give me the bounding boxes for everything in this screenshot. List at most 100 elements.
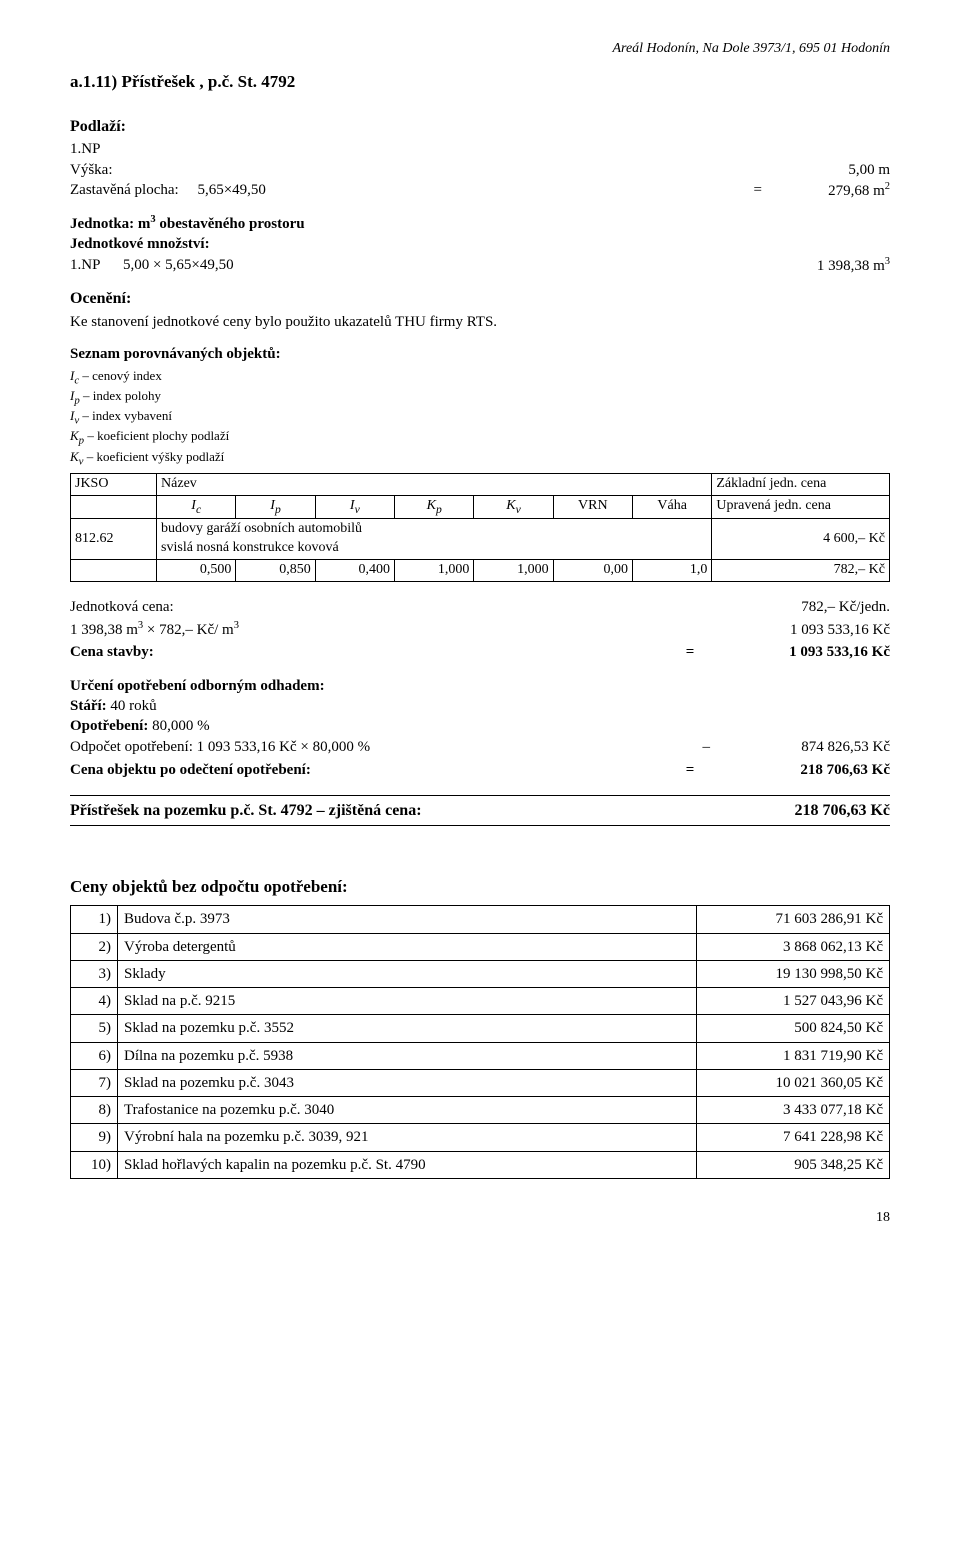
legend-item: Iv – index vybavení [70, 408, 890, 428]
jednotka-line: Jednotka: m3 obestavěného prostoru [70, 213, 890, 234]
legend-block: Ic – cenový indexIp – index polohyIv – i… [70, 368, 890, 469]
th-kp: Kp [395, 495, 474, 519]
formula-rhs: 1 093 533,16 Kč [710, 618, 890, 641]
table-row: 6)Dílna na pozemku p.č. 59381 831 719,90… [71, 1042, 890, 1069]
summary-title: Ceny objektů bez odpočtu opotřebení: [70, 876, 890, 899]
row-amount: 905 348,25 Kč [697, 1151, 890, 1178]
row-name: Trafostanice na pozemku p.č. 3040 [118, 1097, 697, 1124]
row2-iv: 0,400 [315, 559, 394, 581]
summary-table: 1)Budova č.p. 397371 603 286,91 Kč2)Výro… [70, 905, 890, 1179]
page-number: 18 [70, 1209, 890, 1228]
row-amount: 3 868 062,13 Kč [697, 933, 890, 960]
zastavena-value: 279,68 m2 [780, 180, 890, 201]
table-row: 5)Sklad na pozemku p.č. 3552500 824,50 K… [71, 1015, 890, 1042]
opotrebeni-row: Opotřebení: 80,000 % [70, 716, 890, 736]
row1-jkso: 812.62 [71, 519, 157, 560]
row-name: Sklady [118, 960, 697, 987]
table-row: 4)Sklad na p.č. 92151 527 043,96 Kč [71, 988, 890, 1015]
legend-item: Ip – index polohy [70, 388, 890, 408]
th-vaha: Váha [633, 495, 712, 519]
calculation-block: Jednotková cena: 782,– Kč/jedn. 1 398,38… [70, 596, 890, 664]
row2-kv: 1,000 [474, 559, 553, 581]
podlazi-np: 1.NP [70, 139, 890, 159]
cs-label: Cena stavby: [70, 641, 670, 663]
jc-label: Jednotková cena: [70, 596, 670, 618]
cs-value: 1 093 533,16 Kč [710, 641, 890, 663]
row-name: Dílna na pozemku p.č. 5938 [118, 1042, 697, 1069]
row-amount: 3 433 077,18 Kč [697, 1097, 890, 1124]
th-ip: Ip [236, 495, 315, 519]
row2-kp: 1,000 [395, 559, 474, 581]
table-row: 7)Sklad na pozemku p.č. 304310 021 360,0… [71, 1069, 890, 1096]
row1-base: 4 600,– Kč [712, 519, 890, 560]
table-row: 10)Sklad hořlavých kapalin na pozemku p.… [71, 1151, 890, 1178]
row-name: Sklad na pozemku p.č. 3043 [118, 1069, 697, 1096]
row-amount: 1 527 043,96 Kč [697, 988, 890, 1015]
depreciation-block: Odpočet opotřebení: 1 093 533,16 Kč × 80… [70, 736, 890, 781]
row1-name: budovy garáží osobních automobilů svislá… [157, 519, 712, 560]
mnozstvi-row: 1.NP 5,00 × 5,65×49,50 1 398,38 m3 [70, 255, 890, 276]
zastavena-label: Zastavěná plocha: 5,65×49,50 [70, 180, 266, 201]
row-amount: 1 831 719,90 Kč [697, 1042, 890, 1069]
row-num: 3) [71, 960, 118, 987]
cena-po-label: Cena objektu po odečtení opotřebení: [70, 759, 670, 781]
row-amount: 10 021 360,05 Kč [697, 1069, 890, 1096]
row-name: Výrobní hala na pozemku p.č. 3039, 921 [118, 1124, 697, 1151]
th-zakladni: Základní jedn. cena [712, 473, 890, 495]
row-name: Sklad hořlavých kapalin na pozemku p.č. … [118, 1151, 697, 1178]
seznam-title: Seznam porovnávaných objektů: [70, 344, 890, 364]
row-name: Sklad na p.č. 9215 [118, 988, 697, 1015]
result-label: Přístřešek na pozemku p.č. St. 4792 – zj… [70, 800, 794, 822]
table-row: 2)Výroba detergentů3 868 062,13 Kč [71, 933, 890, 960]
row-num: 7) [71, 1069, 118, 1096]
th-iv: Iv [315, 495, 394, 519]
table-row: 1)Budova č.p. 397371 603 286,91 Kč [71, 906, 890, 933]
row-amount: 71 603 286,91 Kč [697, 906, 890, 933]
th-nazev: Název [157, 473, 712, 495]
table-row: 9)Výrobní hala na pozemku p.č. 3039, 921… [71, 1124, 890, 1151]
vyska-row: Výška: 5,00 m [70, 160, 890, 180]
row2-vrn: 0,00 [553, 559, 632, 581]
table-row: 3)Sklady19 130 998,50 Kč [71, 960, 890, 987]
row-num: 2) [71, 933, 118, 960]
stari-row: Stáří: 40 roků [70, 696, 890, 716]
table-row: 8)Trafostanice na pozemku p.č. 30403 433… [71, 1097, 890, 1124]
th-jkso: JKSO [71, 473, 157, 495]
row2-upr: 782,– Kč [712, 559, 890, 581]
th-upr: Upravená jedn. cena [712, 495, 890, 519]
zastavena-row: Zastavěná plocha: 5,65×49,50 = 279,68 m2 [70, 180, 890, 201]
row-num: 4) [71, 988, 118, 1015]
th-kv: Kv [474, 495, 553, 519]
row-amount: 19 130 998,50 Kč [697, 960, 890, 987]
oceneni-label: Ocenění: [70, 288, 890, 310]
row2-vaha: 1,0 [633, 559, 712, 581]
row2-ip: 0,850 [236, 559, 315, 581]
header-location: Areál Hodonín, Na Dole 3973/1, 695 01 Ho… [70, 40, 890, 59]
row-num: 8) [71, 1097, 118, 1124]
row-name: Budova č.p. 3973 [118, 906, 697, 933]
odpocet-val: 874 826,53 Kč [710, 736, 890, 758]
th-vrn: VRN [553, 495, 632, 519]
urceni-label: Určení opotřebení odborným odhadem: [70, 676, 890, 696]
cena-po-val: 218 706,63 Kč [710, 759, 890, 781]
row-num: 5) [71, 1015, 118, 1042]
vyska-label: Výška: [70, 160, 113, 180]
section-title: a.1.11) Přístřešek , p.č. St. 4792 [70, 71, 890, 94]
legend-item: Kv – koeficient výšky podlaží [70, 449, 890, 469]
vyska-value: 5,00 m [780, 160, 890, 180]
jc-value: 782,– Kč/jedn. [710, 596, 890, 618]
row-name: Výroba detergentů [118, 933, 697, 960]
legend-item: Kp – koeficient plochy podlaží [70, 428, 890, 448]
row2-ic: 0,500 [157, 559, 236, 581]
result-row: Přístřešek na pozemku p.č. St. 4792 – zj… [70, 795, 890, 827]
oceneni-text: Ke stanovení jednotkové ceny bylo použit… [70, 312, 890, 332]
row-amount: 500 824,50 Kč [697, 1015, 890, 1042]
th-ic: Ic [157, 495, 236, 519]
podlazi-label: Podlaží: [70, 116, 890, 138]
row-name: Sklad na pozemku p.č. 3552 [118, 1015, 697, 1042]
row-amount: 7 641 228,98 Kč [697, 1124, 890, 1151]
result-value: 218 706,63 Kč [794, 800, 890, 822]
legend-item: Ic – cenový index [70, 368, 890, 388]
mnozstvi-label: Jednotkové množství: [70, 234, 890, 254]
odpocet-label: Odpočet opotřebení: 1 093 533,16 Kč × 80… [70, 736, 670, 758]
